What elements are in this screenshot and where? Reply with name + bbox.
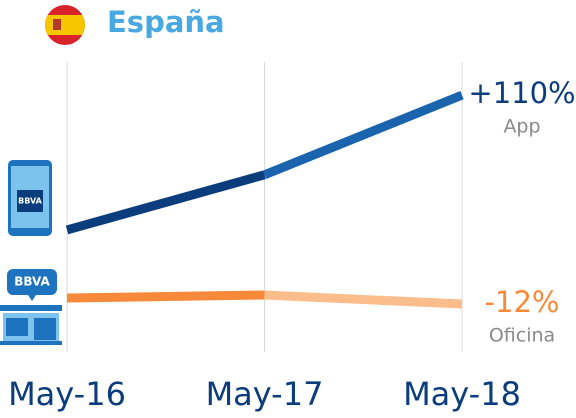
x-tick-label: May-17 [206, 375, 324, 413]
value-label: +110% [468, 76, 575, 110]
phone-logo: BBVA [18, 197, 43, 206]
phone-icon: BBVA [8, 160, 52, 236]
chart-title: España [107, 5, 225, 39]
line-segment [264, 290, 463, 309]
series-label: Oficina [489, 325, 555, 347]
x-tick-label: May-18 [403, 375, 521, 413]
branch-logo: BBVA [14, 275, 50, 289]
value-label: -12% [485, 285, 560, 319]
x-tick-label: May-16 [8, 375, 126, 413]
line-segment [262, 90, 464, 179]
line-segment [65, 170, 266, 235]
flag-icon [45, 5, 85, 45]
branch-icon: BBVA [0, 269, 62, 345]
series-label: App [503, 116, 540, 138]
line-segment [66, 290, 265, 303]
